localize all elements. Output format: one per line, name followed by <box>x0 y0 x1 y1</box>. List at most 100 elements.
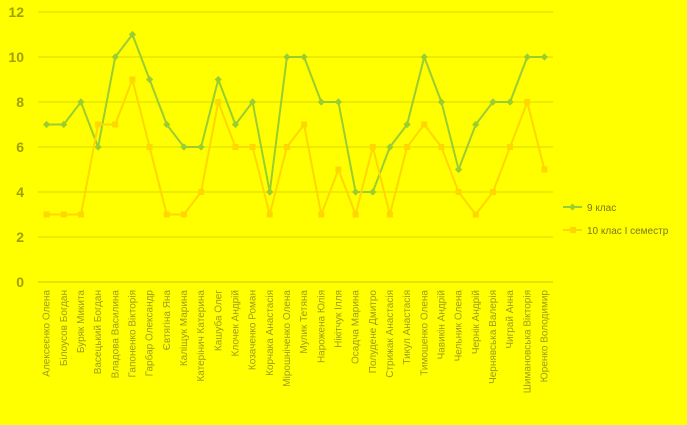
x-tick-label: Катерінич Катерина <box>196 290 207 382</box>
x-tick-label: Клочек Андрій <box>230 290 241 356</box>
x-tick-label: Полудене Дмитро <box>368 290 379 374</box>
x-tick-label: Каліщук Марина <box>179 290 190 367</box>
data-point-marker <box>198 189 205 195</box>
data-point-marker <box>438 144 445 150</box>
data-point-marker <box>146 144 153 150</box>
x-tick-label: Шимановська Вікторія <box>522 290 533 393</box>
data-point-marker <box>249 144 256 150</box>
y-tick-label: 6 <box>16 139 24 155</box>
data-point-marker <box>60 120 68 129</box>
legend-label: 10 клас І семестр <box>587 226 669 237</box>
data-point-marker <box>112 121 119 128</box>
x-tick-label: Юренко Володимир <box>539 290 550 383</box>
data-point-marker <box>42 120 51 129</box>
x-tick-label: Чернявська Валерія <box>488 290 499 384</box>
data-point-marker <box>454 165 463 174</box>
x-tick-label: Гарбар Олександр <box>144 290 156 377</box>
legend-label: 9 клас <box>587 203 616 214</box>
data-point-marker <box>351 188 360 196</box>
data-point-marker <box>524 99 531 105</box>
data-point-marker <box>420 53 428 61</box>
data-point-marker <box>301 121 308 128</box>
data-point-marker <box>386 211 393 218</box>
x-axis: Алексеєнко Олена Білоусов Богдан Буряк Мик… <box>38 281 553 393</box>
data-point-marker <box>180 211 187 218</box>
data-point-marker <box>60 211 67 218</box>
x-tick-label: Стрижак Анастасія <box>385 290 396 378</box>
data-point-marker <box>77 211 84 218</box>
data-point-marker <box>111 53 119 61</box>
y-tick-label: 4 <box>16 184 24 200</box>
data-point-marker <box>317 98 325 106</box>
legend-marker <box>569 203 576 211</box>
data-point-marker <box>180 143 188 151</box>
data-point-marker <box>404 144 411 150</box>
x-tick-label: Тимошенко Олена <box>419 290 430 376</box>
data-point-marker <box>506 98 514 106</box>
x-tick-label: Тикул Анастасія <box>402 290 413 365</box>
data-point-marker <box>232 144 239 150</box>
x-tick-label: Чиграй Анна <box>505 290 516 349</box>
data-point-marker <box>437 98 446 106</box>
y-tick-label: 8 <box>16 94 24 110</box>
grid-lines <box>38 11 553 283</box>
x-tick-label: Алексеєнко Олена <box>42 290 53 377</box>
data-point-marker <box>369 188 377 196</box>
x-tick-label: Євтягіна Яна <box>162 290 173 351</box>
data-point-marker <box>94 143 102 151</box>
data-point-marker <box>231 120 240 129</box>
legend: 9 клас 10 клас І семестр <box>563 203 669 237</box>
x-tick-label: Чельник Олена <box>454 290 465 362</box>
x-tick-label: Нікітчук Ілля <box>333 290 344 348</box>
data-point-marker <box>266 211 273 218</box>
data-point-marker <box>266 188 274 196</box>
data-point-marker <box>403 120 411 129</box>
x-tick-label: Білоусов Богдан <box>59 290 70 366</box>
data-point-marker <box>472 120 480 129</box>
series-line-1 <box>46 33 545 193</box>
data-point-marker <box>421 121 428 128</box>
data-point-marker <box>215 99 222 105</box>
data-point-marker <box>335 166 342 173</box>
data-point-marker <box>248 98 257 106</box>
data-point-marker <box>197 143 205 151</box>
y-tick-label: 10 <box>8 49 24 65</box>
y-tick-label: 0 <box>16 274 24 290</box>
data-point-marker <box>489 189 496 195</box>
x-tick-label: Мірошніченко Олена <box>282 290 293 387</box>
data-point-marker <box>214 75 222 84</box>
data-point-marker <box>77 98 85 106</box>
data-point-marker <box>43 211 50 218</box>
x-tick-label: Чавикін Андрій <box>436 290 447 359</box>
x-tick-label: Корчака Анастасія <box>265 290 276 376</box>
data-point-marker <box>163 211 170 218</box>
data-point-marker <box>489 98 497 106</box>
x-tick-label: Владова Василина <box>110 290 121 379</box>
y-tick-label: 12 <box>8 4 24 20</box>
series-line-2 <box>46 78 546 216</box>
data-point-marker <box>283 53 291 61</box>
data-point-marker <box>283 144 290 150</box>
y-tick-label: 2 <box>16 229 24 245</box>
x-tick-label: Мулик Тетяна <box>299 290 310 354</box>
x-tick-label: Гапоненко Вікторія <box>127 290 138 377</box>
x-tick-label: Чернік Андрій <box>471 290 482 354</box>
data-point-marker <box>95 121 102 128</box>
data-point-marker <box>318 211 325 218</box>
data-point-marker <box>334 98 343 106</box>
series-group <box>42 30 549 218</box>
data-point-marker <box>507 144 514 150</box>
data-point-marker <box>369 144 376 150</box>
x-tick-label: Кашуба Олег <box>212 290 224 351</box>
data-point-marker <box>472 211 479 218</box>
data-point-marker <box>128 30 137 39</box>
data-point-marker <box>541 166 548 173</box>
data-point-marker <box>523 53 531 61</box>
data-point-marker <box>455 189 462 195</box>
x-tick-label: Козаченко Роман <box>248 290 259 370</box>
x-tick-label: Нарожена Юлія <box>316 290 327 363</box>
x-tick-label: Буряк Микита <box>76 290 87 354</box>
data-point-marker <box>129 76 136 83</box>
